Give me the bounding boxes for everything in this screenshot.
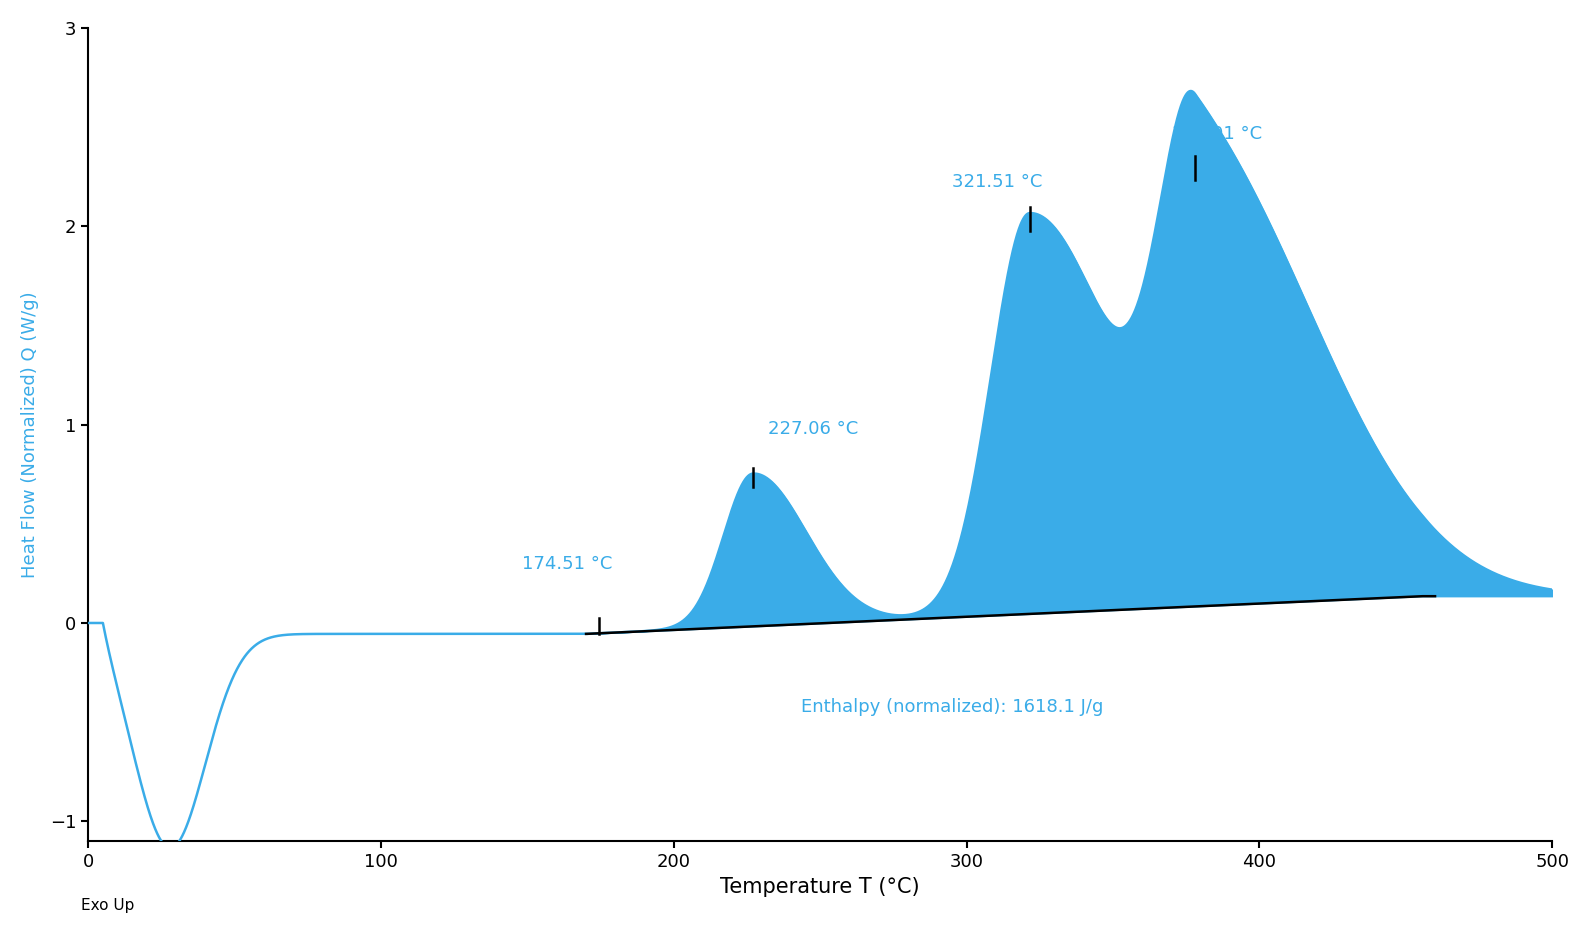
Text: Exo Up: Exo Up [81,898,134,913]
Text: Enthalpy (normalized): 1618.1 J/g: Enthalpy (normalized): 1618.1 J/g [801,698,1103,717]
Text: 174.51 °C: 174.51 °C [522,555,612,574]
X-axis label: Temperature T (°C): Temperature T (°C) [720,877,921,896]
Text: 321.51 °C: 321.51 °C [952,172,1043,191]
Text: 227.06 °C: 227.06 °C [768,421,857,438]
Y-axis label: Heat Flow (Normalized) Q (W/g): Heat Flow (Normalized) Q (W/g) [21,291,38,578]
Text: 378.01 °C: 378.01 °C [1172,125,1262,143]
